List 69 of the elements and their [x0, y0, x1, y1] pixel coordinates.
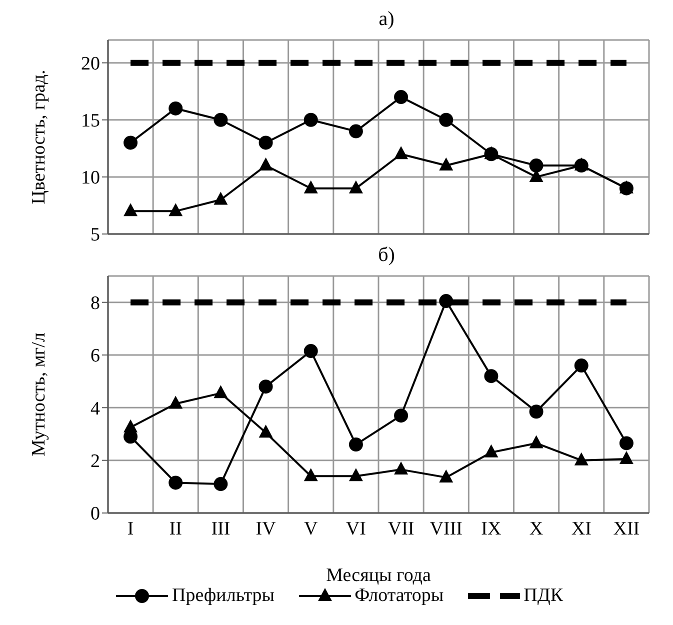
point [214, 385, 228, 398]
point [484, 369, 498, 384]
point [214, 192, 228, 205]
point [168, 476, 183, 490]
legend-label: ПДК [524, 585, 564, 607]
point [574, 452, 588, 466]
point [439, 294, 454, 308]
point [304, 180, 318, 194]
point [304, 112, 318, 127]
x-tick-label: X [529, 518, 544, 540]
point [304, 468, 318, 482]
point [258, 158, 273, 171]
point [529, 158, 544, 173]
point [394, 408, 408, 423]
point [214, 112, 228, 127]
x-tick-label: IX [481, 518, 502, 540]
point [168, 101, 183, 116]
chart-title: б) [377, 244, 396, 267]
point [124, 136, 138, 150]
point [348, 468, 363, 482]
point [484, 444, 498, 458]
y-tick-label: 5 [90, 224, 100, 246]
point [529, 435, 544, 448]
point [304, 344, 318, 358]
point [124, 203, 138, 216]
point [439, 112, 454, 127]
point [258, 424, 273, 438]
x-tick-label: XI [571, 518, 592, 540]
x-tick-label: IV [256, 518, 276, 540]
y-tick-label: 8 [90, 293, 100, 314]
point [168, 203, 183, 216]
x-tick-label: VI [346, 518, 366, 540]
x-tick-label: I [127, 518, 134, 540]
y-tick-label: 2 [90, 451, 100, 472]
point [394, 90, 408, 104]
point [619, 451, 634, 464]
x-tick-label: III [211, 518, 230, 540]
chart-title: а) [378, 8, 396, 31]
point [168, 396, 183, 409]
x-tick-label: VII [388, 518, 414, 540]
point [348, 180, 363, 194]
point [124, 419, 138, 432]
x-tick-label: II [169, 518, 182, 540]
point [348, 438, 363, 452]
y-tick-label: 20 [81, 54, 100, 75]
point [574, 358, 588, 373]
y-tick-label: 15 [81, 110, 100, 132]
y-tick-label: 10 [81, 168, 100, 189]
y-axis-title: Цветность, град. [28, 70, 50, 204]
point [214, 477, 228, 492]
point [529, 404, 544, 419]
point [394, 146, 408, 160]
point [258, 380, 273, 394]
y-tick-label: 4 [90, 398, 100, 420]
point [394, 462, 408, 475]
y-axis-title: Мутность, мг/л [28, 332, 50, 456]
legend-label: Префильтры [172, 585, 275, 607]
legend-label: Флотаторы [354, 585, 444, 607]
y-tick-label: 0 [90, 504, 100, 525]
point [619, 436, 634, 450]
point [258, 136, 273, 150]
point [348, 124, 363, 138]
point [439, 158, 454, 171]
x-axis-title: Месяцы года [326, 565, 432, 586]
y-tick-label: 6 [90, 346, 100, 367]
point [439, 469, 454, 482]
x-tick-label: XII [613, 518, 640, 540]
x-tick-label: VIII [430, 518, 462, 540]
x-tick-label: V [304, 518, 318, 540]
